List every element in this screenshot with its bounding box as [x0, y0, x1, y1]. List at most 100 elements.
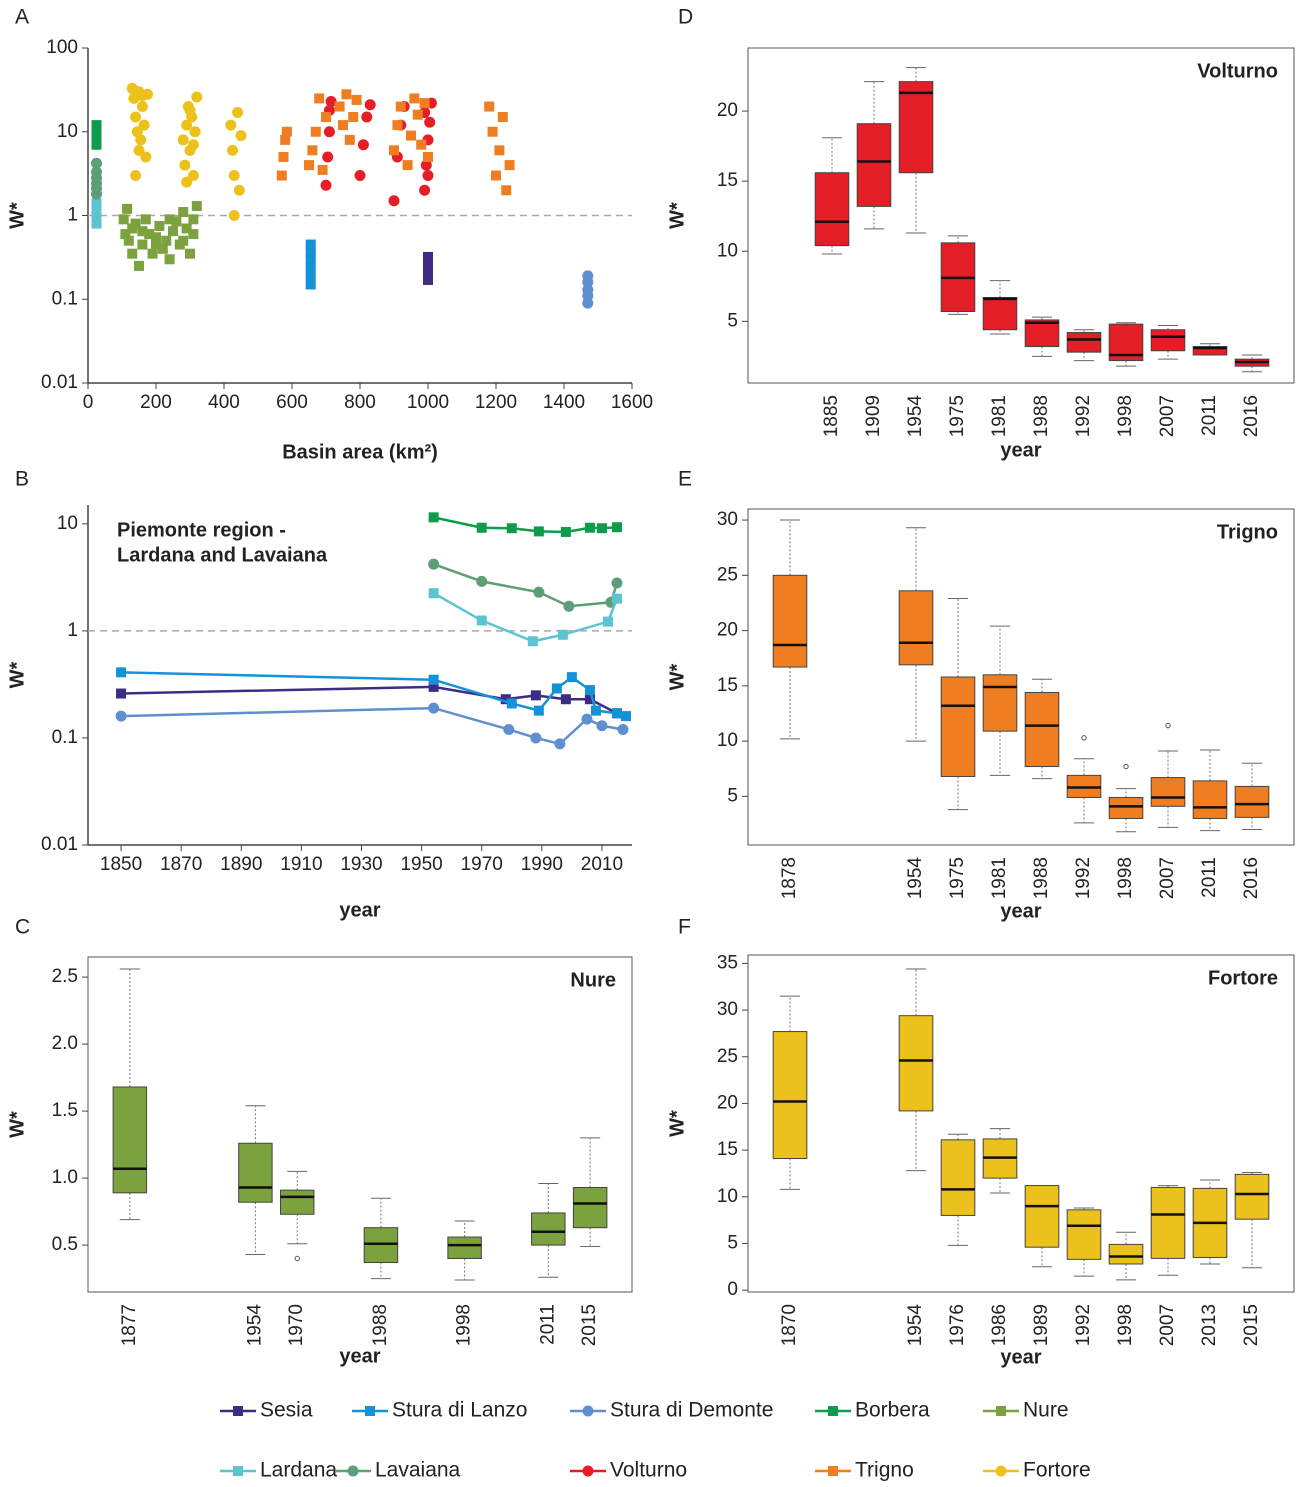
- scatter-point: [305, 270, 316, 281]
- scatter-point: [187, 170, 199, 182]
- y-axis-label: W*: [666, 202, 688, 229]
- legend-label: Volturno: [610, 1459, 687, 1482]
- x-axis-label: year: [339, 1345, 380, 1367]
- scatter-point: [582, 270, 594, 282]
- scatter-point: [135, 134, 147, 146]
- box: [531, 1212, 566, 1246]
- scatter-point: [233, 184, 245, 196]
- x-tick-label: 1600: [611, 392, 653, 413]
- scatter-point: [164, 254, 175, 265]
- box: [982, 296, 1018, 331]
- scatter-point: [130, 218, 141, 229]
- y-axis-label: W*: [6, 1111, 28, 1138]
- x-tick-label: 2007: [1157, 857, 1178, 899]
- legend-marker: [365, 1406, 375, 1416]
- scatter-point: [420, 159, 432, 171]
- line-point: [557, 629, 568, 640]
- y-tick-label: 5: [727, 310, 738, 331]
- scatter-point: [310, 126, 321, 137]
- scatter-point: [305, 262, 316, 273]
- line-point: [563, 600, 575, 612]
- y-tick-label: 0.01: [41, 372, 78, 393]
- scatter-point: [416, 139, 427, 150]
- y-tick-label: 10: [57, 121, 78, 142]
- line-point: [560, 526, 571, 537]
- x-tick-label: 0: [83, 392, 94, 413]
- scatter-point: [91, 205, 102, 216]
- line-point: [500, 694, 511, 705]
- scatter-point: [364, 99, 376, 111]
- x-tick-label: 1885: [821, 395, 842, 437]
- panel-title: Trigno: [1217, 521, 1278, 543]
- y-tick-label: 1: [67, 205, 78, 226]
- scatter-point: [280, 134, 291, 145]
- x-tick-label: 1877: [119, 1304, 140, 1346]
- x-tick-label: 1976: [947, 1304, 968, 1346]
- x-tick-label: 1870: [160, 854, 202, 875]
- box: [1108, 1243, 1144, 1265]
- panel-letter: D: [678, 6, 693, 29]
- legend-marker: [233, 1466, 243, 1476]
- scatter-point: [134, 260, 144, 271]
- box: [940, 1139, 976, 1216]
- line-point: [428, 674, 439, 685]
- legend-marker: [995, 1465, 1007, 1477]
- x-tick-label: 2015: [1241, 1304, 1262, 1346]
- line-point: [533, 705, 544, 716]
- x-axis-label: Basin area (km²): [282, 441, 438, 463]
- scatter-point: [191, 91, 203, 103]
- line-point: [596, 523, 607, 534]
- legend-label: Trigno: [855, 1459, 914, 1482]
- scatter-point: [228, 210, 240, 221]
- line-point: [617, 723, 629, 735]
- plot-frame: [747, 508, 1295, 846]
- line-point: [530, 690, 541, 701]
- x-tick-label: 600: [276, 392, 308, 413]
- box: [447, 1236, 482, 1260]
- box: [279, 1189, 315, 1215]
- scatter-point: [321, 112, 331, 123]
- y-tick-label: 0: [727, 1279, 738, 1300]
- line-point: [566, 672, 577, 683]
- y-tick-label: 20: [717, 100, 738, 121]
- x-tick-label: 1954: [905, 1304, 926, 1347]
- x-tick-label: 1400: [543, 392, 585, 413]
- y-axis-label: W*: [6, 202, 28, 229]
- x-tick-label: 1975: [947, 857, 968, 899]
- scatter-point: [191, 200, 202, 211]
- x-tick-label: 1878: [779, 857, 800, 899]
- box: [1108, 796, 1144, 819]
- line-point: [530, 732, 542, 744]
- legend-label: Stura di Lanzo: [392, 1399, 527, 1422]
- scatter-point: [127, 248, 138, 259]
- y-tick-label: 1.0: [52, 1167, 78, 1188]
- y-tick-label: 10: [717, 730, 738, 751]
- scatter-point: [91, 198, 102, 209]
- scatter-point: [348, 112, 359, 123]
- y-tick-label: 2.5: [52, 966, 78, 987]
- scatter-point: [412, 109, 423, 120]
- outlier: [1081, 735, 1087, 741]
- scatter-point: [232, 106, 244, 118]
- panel-title: Nure: [570, 969, 616, 991]
- line-point: [533, 526, 544, 537]
- box: [112, 1086, 148, 1194]
- scatter-point: [168, 226, 178, 237]
- box: [1024, 319, 1060, 348]
- scatter-point: [235, 130, 247, 142]
- x-tick-label: 1988: [370, 1304, 391, 1346]
- scatter-point: [120, 229, 131, 240]
- scatter-point: [419, 98, 430, 109]
- y-tick-label: 0.5: [52, 1234, 78, 1255]
- scatter-point: [137, 226, 148, 237]
- x-tick-label: 1954: [244, 1304, 265, 1347]
- line-point: [620, 711, 631, 722]
- line-point: [611, 593, 622, 604]
- outlier: [1123, 763, 1129, 770]
- box: [856, 123, 892, 207]
- scatter-point: [136, 90, 148, 102]
- scatter-point: [484, 101, 495, 112]
- scatter-point: [91, 212, 102, 223]
- x-tick-label: 1930: [340, 854, 382, 875]
- y-tick-label: 10: [717, 1186, 738, 1207]
